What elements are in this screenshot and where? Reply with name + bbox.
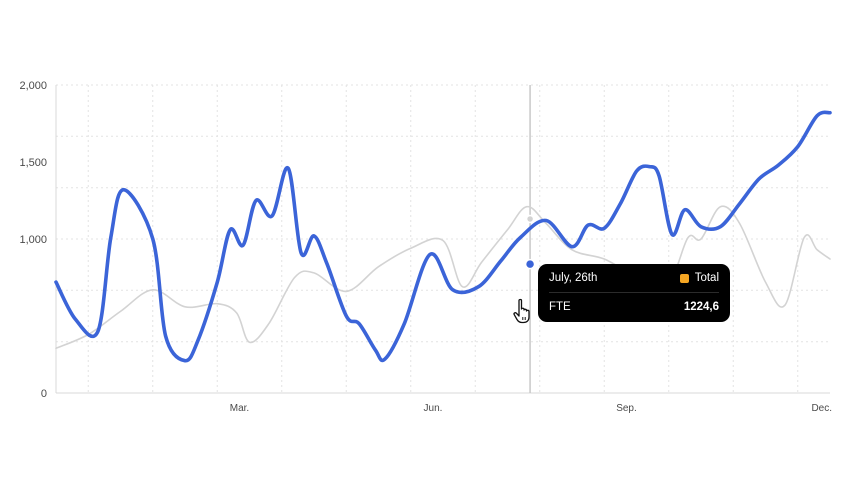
legend-swatch-icon	[679, 273, 689, 283]
highlight-point-secondary	[525, 214, 535, 224]
tooltip-header: July, 26th Total	[549, 264, 719, 293]
chart-tooltip: July, 26th Total FTE 1224,6	[538, 264, 730, 322]
x-tick-label: Jun.	[424, 403, 443, 414]
y-tick-label: 2,000	[19, 80, 47, 92]
grid	[56, 84, 830, 393]
x-axis-ticks: Mar. Jun. Sep. Dec.	[230, 403, 832, 414]
series-line-primary	[54, 110, 832, 363]
x-tick-label: Dec.	[811, 403, 832, 414]
highlight-points	[524, 214, 536, 270]
series	[54, 110, 832, 363]
axes	[55, 85, 830, 394]
tooltip-date: July, 26th	[549, 272, 598, 284]
hand-pointer-icon	[513, 298, 530, 324]
x-tick-label: Sep.	[616, 403, 637, 414]
tooltip-legend-label: Total	[694, 272, 719, 284]
series-line-secondary	[55, 205, 831, 350]
tooltip-value: 1224,6	[683, 301, 719, 313]
tooltip-legend: Total	[679, 272, 719, 284]
y-axis-ticks: 0 1,000 1,500 2,000	[19, 80, 47, 400]
tooltip-metric: FTE	[549, 301, 571, 313]
tooltip-body: FTE 1224,6	[549, 293, 719, 321]
x-tick-label: Mar.	[230, 403, 249, 414]
highlight-point-primary	[524, 258, 536, 270]
y-tick-label: 1,000	[19, 234, 47, 246]
y-tick-label: 0	[41, 388, 47, 400]
y-tick-label: 1,500	[19, 157, 47, 169]
